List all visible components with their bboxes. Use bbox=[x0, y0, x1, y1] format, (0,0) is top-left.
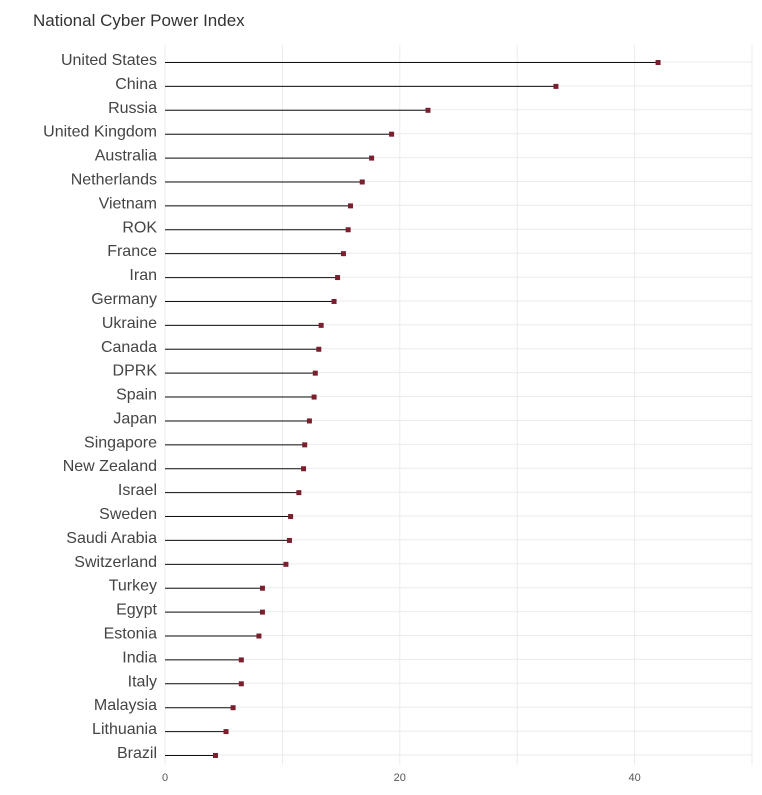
category-label: Saudi Arabia bbox=[66, 530, 157, 547]
data-point-marker bbox=[359, 179, 365, 185]
category-label: Egypt bbox=[116, 602, 157, 619]
data-point-marker bbox=[345, 227, 351, 233]
category-label: Sweden bbox=[99, 506, 157, 523]
category-label: Netherlands bbox=[71, 171, 157, 188]
category-label: Canada bbox=[101, 339, 157, 356]
data-point-marker bbox=[347, 203, 353, 209]
data-point-marker bbox=[335, 275, 341, 281]
data-point-marker bbox=[256, 633, 262, 639]
data-point-marker bbox=[238, 681, 244, 687]
data-point-marker bbox=[331, 298, 337, 304]
data-point-marker bbox=[316, 346, 322, 352]
data-point-marker bbox=[259, 609, 265, 615]
data-point-marker bbox=[212, 753, 218, 758]
data-point-marker bbox=[318, 322, 324, 328]
category-label: Germany bbox=[91, 291, 157, 308]
data-point-marker bbox=[389, 131, 395, 137]
category-label: Vietnam bbox=[99, 195, 157, 212]
data-point-marker bbox=[288, 514, 294, 520]
data-point-marker bbox=[238, 657, 244, 663]
category-label: China bbox=[115, 76, 157, 93]
category-label: Spain bbox=[116, 387, 157, 404]
x-tick-label: 40 bbox=[628, 772, 640, 784]
data-point-marker bbox=[340, 251, 346, 257]
data-point-marker bbox=[306, 418, 312, 424]
data-point-marker bbox=[301, 466, 307, 472]
data-point-marker bbox=[369, 155, 375, 161]
category-label: Japan bbox=[113, 410, 157, 427]
category-label: ROK bbox=[122, 219, 157, 236]
data-point-marker bbox=[312, 370, 318, 376]
data-point-marker bbox=[296, 490, 302, 496]
category-label: United States bbox=[61, 52, 157, 69]
category-label: Singapore bbox=[84, 434, 157, 451]
category-label: DPRK bbox=[113, 363, 158, 380]
category-label: Turkey bbox=[109, 578, 157, 595]
category-label: France bbox=[107, 243, 157, 260]
category-label: Lithuania bbox=[92, 721, 157, 738]
chart-title: National Cyber Power Index bbox=[33, 11, 245, 30]
category-label: Malaysia bbox=[94, 697, 157, 714]
category-label: Russia bbox=[108, 100, 157, 117]
category-label: United Kingdom bbox=[43, 124, 157, 141]
data-point-marker bbox=[302, 442, 308, 448]
data-point-marker bbox=[311, 394, 317, 400]
data-point-marker bbox=[425, 107, 431, 113]
category-label: Estonia bbox=[104, 626, 157, 643]
category-label: New Zealand bbox=[63, 458, 157, 475]
data-point-marker bbox=[655, 60, 661, 65]
x-tick-label: 20 bbox=[394, 772, 406, 784]
category-label: Switzerland bbox=[74, 554, 157, 571]
data-point-marker bbox=[223, 729, 229, 735]
data-point-marker bbox=[283, 561, 289, 567]
category-label: Brazil bbox=[117, 745, 157, 762]
category-label: Israel bbox=[118, 482, 157, 499]
data-point-marker bbox=[259, 585, 265, 591]
category-label: India bbox=[122, 649, 157, 666]
category-label: Italy bbox=[128, 673, 157, 690]
data-point-marker bbox=[286, 537, 292, 543]
data-point-marker bbox=[230, 705, 236, 711]
category-label: Australia bbox=[95, 148, 157, 165]
x-tick-label: 0 bbox=[162, 772, 168, 784]
category-label: Iran bbox=[129, 267, 157, 284]
category-label: Ukraine bbox=[102, 315, 157, 332]
data-point-marker bbox=[553, 83, 559, 89]
